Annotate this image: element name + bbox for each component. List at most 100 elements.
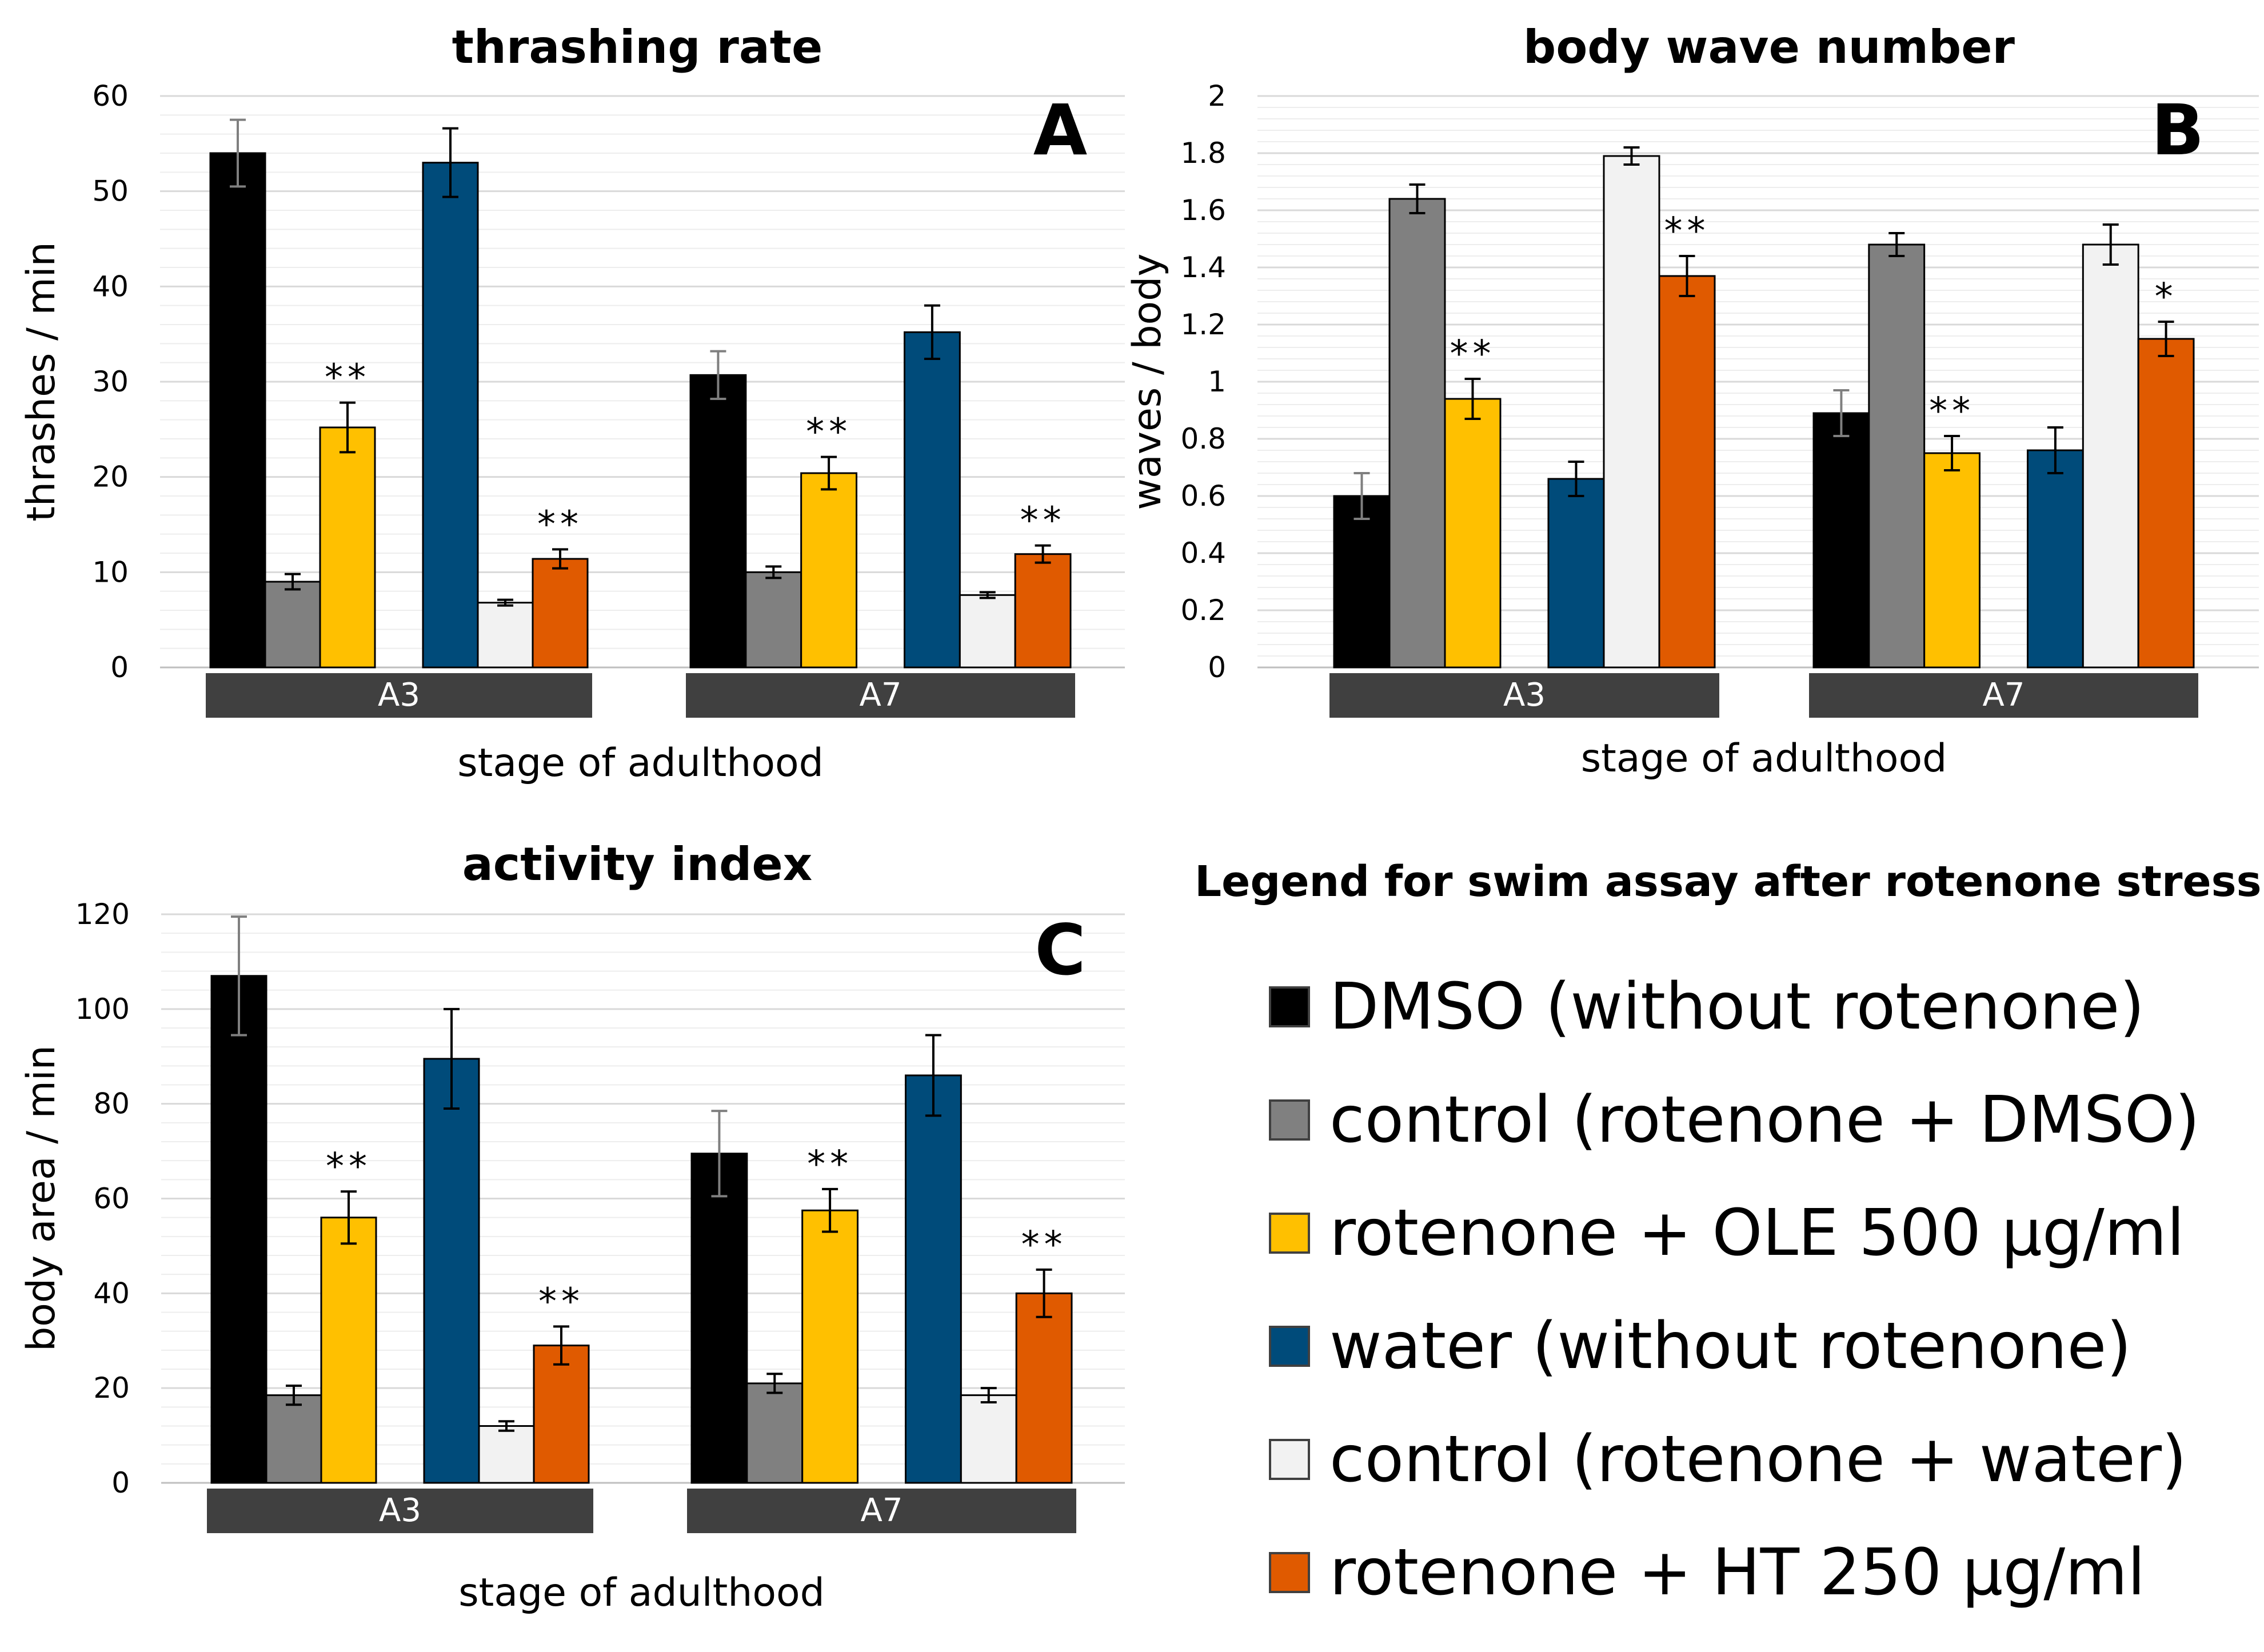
bar <box>2027 449 2084 669</box>
bar <box>1868 243 1926 669</box>
legend-label: DMSO (without rotenone) <box>1329 970 2145 1044</box>
bar <box>210 975 267 1484</box>
bar <box>1658 275 1716 669</box>
significance-mark: ** <box>325 357 370 399</box>
category-label: A3 <box>1503 677 1546 714</box>
legend-label: control (rotenone + DMSO) <box>1329 1083 2200 1157</box>
y-tick-label: 100 <box>75 993 130 1026</box>
bar <box>960 1394 1017 1484</box>
y-tick-label: 30 <box>92 365 129 398</box>
y-axis-label: thrashes / min <box>19 242 64 522</box>
legend-item-ht: rotenone + HT 250 µg/ml <box>1269 1535 2145 1610</box>
y-axis-label: waves / body <box>1125 253 1170 510</box>
x-axis-label: stage of adulthood <box>1581 736 1947 781</box>
panel-letter: A <box>1033 90 1087 171</box>
y-tick-label: 1.4 <box>1180 251 1226 284</box>
chart-title: thrashing rate <box>452 21 823 74</box>
significance-mark: ** <box>538 1281 584 1323</box>
bar <box>1333 495 1391 669</box>
bar <box>423 1058 480 1484</box>
category-band-a3 <box>1329 673 1719 718</box>
bar <box>478 1425 535 1484</box>
bar <box>265 1394 322 1484</box>
panel-letter: B <box>2151 90 2205 171</box>
bar <box>319 426 376 669</box>
legend-swatch-control-dmso <box>1269 1099 1310 1141</box>
bar <box>477 602 534 669</box>
significance-mark: * <box>2155 276 2178 318</box>
bar <box>745 571 802 669</box>
y-tick-label: 2 <box>1208 79 1226 113</box>
bar <box>1015 1292 1073 1484</box>
bar <box>1014 553 1072 669</box>
y-tick-label: 10 <box>92 555 129 589</box>
bar <box>800 472 857 669</box>
chart-panel-b: 0 0.2 0.4 0.6 0.8 1 1.2 1.4 1.6 1.8 2 body wave num… <box>1125 21 2259 781</box>
bar <box>422 162 479 669</box>
legend-label: rotenone + HT 250 µg/ml <box>1329 1535 2146 1610</box>
category-label: A3 <box>378 677 420 714</box>
bar <box>1923 452 1981 669</box>
category-label: A7 <box>860 677 902 714</box>
y-tick-label: 40 <box>93 1277 130 1310</box>
y-tick-label: 20 <box>93 1371 130 1405</box>
legend-label: rotenone + OLE 500 µg/ml <box>1329 1196 2185 1270</box>
bar <box>320 1217 377 1484</box>
legend-item-control-dmso: control (rotenone + DMSO) <box>1269 1083 2200 1157</box>
y-tick-label: 0.2 <box>1180 594 1226 627</box>
category-band-a3 <box>206 673 592 718</box>
chart-title: body wave number <box>1523 21 2015 74</box>
y-tick-label: 40 <box>92 270 129 303</box>
y-tick-label: 0 <box>1208 651 1226 684</box>
category-band-a7 <box>687 1489 1076 1533</box>
chart-title: activity index <box>462 838 812 891</box>
category-band-a7 <box>686 673 1075 718</box>
significance-mark: ** <box>1664 210 1710 253</box>
y-tick-label: 0.6 <box>1180 479 1226 513</box>
bar <box>1547 478 1605 669</box>
legend-title: Legend for swim assay after rotenone str… <box>1195 857 2264 906</box>
category-band-a3 <box>207 1489 593 1533</box>
bar <box>2137 338 2195 669</box>
bar <box>209 152 266 669</box>
y-tick-label: 1.6 <box>1180 194 1226 227</box>
category-label: A3 <box>379 1492 421 1529</box>
bar <box>1812 412 1870 669</box>
bar <box>904 331 961 669</box>
legend-label: control (rotenone + water) <box>1329 1422 2187 1497</box>
bar <box>264 581 321 669</box>
legend-item-dmso: DMSO (without rotenone) <box>1269 970 2145 1044</box>
bar <box>801 1209 859 1484</box>
y-tick-label: 60 <box>93 1182 130 1215</box>
y-tick-label: 0 <box>110 651 129 684</box>
bar <box>1603 155 1660 669</box>
y-tick-label: 1 <box>1208 365 1226 398</box>
y-tick-label: 60 <box>92 79 129 113</box>
significance-mark: ** <box>806 411 852 454</box>
bar <box>746 1382 804 1484</box>
significance-mark: ** <box>1450 333 1496 375</box>
legend-item-ole: rotenone + OLE 500 µg/ml <box>1269 1196 2185 1270</box>
y-tick-label: 120 <box>75 898 130 931</box>
y-tick-label: 20 <box>92 461 129 494</box>
significance-mark: ** <box>807 1143 853 1186</box>
y-tick-label: 80 <box>93 1087 130 1121</box>
significance-mark: ** <box>326 1146 372 1188</box>
bar <box>532 558 589 669</box>
category-label: A7 <box>861 1492 903 1529</box>
legend-item-control-water: control (rotenone + water) <box>1269 1422 2187 1497</box>
bar <box>905 1074 962 1484</box>
y-tick-label: 1.2 <box>1180 308 1226 341</box>
category-label: A7 <box>1983 677 2025 714</box>
bar <box>959 594 1016 669</box>
bar <box>1444 398 1502 669</box>
y-tick-label: 0 <box>111 1466 130 1499</box>
bar <box>2082 243 2139 669</box>
significance-mark: ** <box>1021 1224 1067 1266</box>
legend-swatch-dmso <box>1269 986 1310 1027</box>
legend-swatch-ht <box>1269 1552 1310 1593</box>
bar <box>690 1153 748 1484</box>
